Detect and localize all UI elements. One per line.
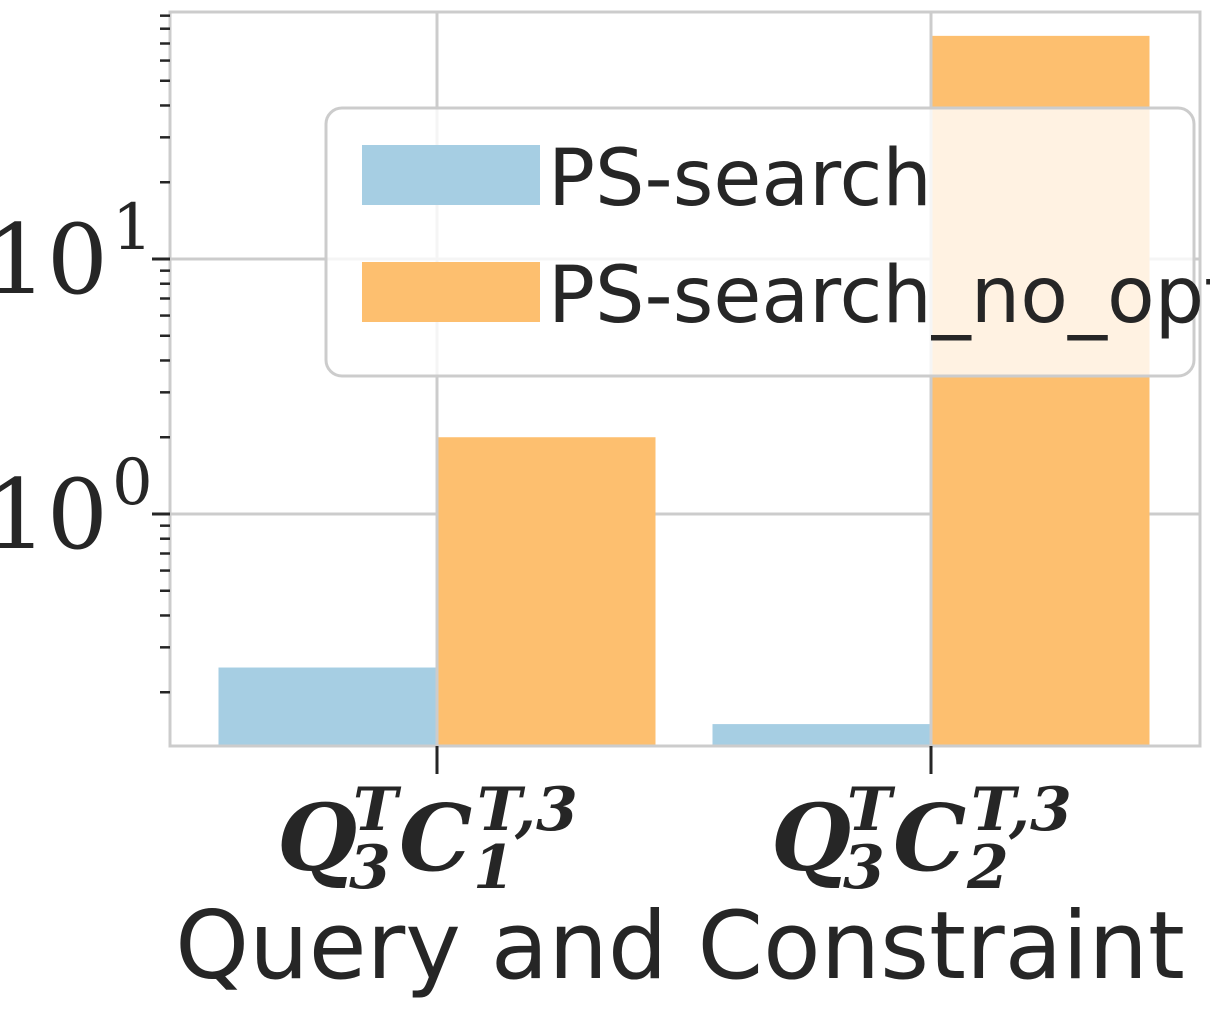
x-tick-label: QT3 C T,31 xyxy=(277,775,578,903)
x-tick-second-symbol: C xyxy=(399,784,472,892)
x-tick-main-subscript: 3 xyxy=(349,833,391,903)
x-tick-main-superscript: T xyxy=(847,775,896,845)
y-tick-label: 10 xyxy=(0,204,108,316)
legend-label: PS-search_no_opt xyxy=(548,251,1210,341)
bar xyxy=(438,437,656,745)
bar xyxy=(218,667,436,745)
x-tick-second-superscript: T,3 xyxy=(971,775,1072,845)
x-tick-main-superscript: T xyxy=(353,775,402,845)
x-axis-label: Query and Constraint xyxy=(175,892,1185,1001)
legend-swatch xyxy=(362,145,540,205)
x-tick-second-symbol: C xyxy=(893,784,966,892)
bar xyxy=(712,724,930,745)
axis-ticks xyxy=(152,14,933,774)
y-tick-label: 10 xyxy=(0,459,108,571)
y-tick-exponent: 0 xyxy=(112,446,153,520)
plot-frame xyxy=(168,10,1202,748)
legend-frame xyxy=(324,106,1196,378)
x-tick-second-subscript: 1 xyxy=(473,833,515,903)
y-tick-exponent: 1 xyxy=(112,191,153,265)
legend-label: PS-search xyxy=(548,134,932,224)
x-tick-label: QT3 C T,32 xyxy=(771,775,1072,903)
legend: PS-search PS-search_no_opt xyxy=(324,106,1210,378)
x-tick-labels: QT3 C T,31 QT3 C T,32 xyxy=(277,775,1072,903)
x-tick-second-superscript: T,3 xyxy=(477,775,578,845)
x-tick-main-symbol: Q xyxy=(277,784,357,892)
legend-swatch xyxy=(362,262,540,322)
x-tick-main-symbol: Q xyxy=(771,784,851,892)
x-tick-main-subscript: 3 xyxy=(843,833,885,903)
x-tick-second-subscript: 2 xyxy=(966,833,1009,903)
